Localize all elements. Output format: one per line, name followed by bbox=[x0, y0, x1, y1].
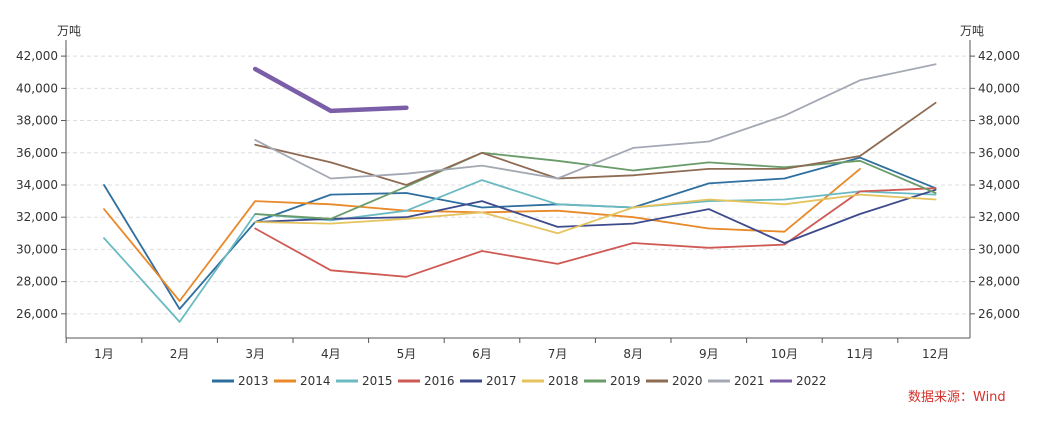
y-tick-label-right: 32,000 bbox=[978, 210, 1020, 224]
x-tick-label: 8月 bbox=[623, 347, 643, 361]
series-2021 bbox=[254, 63, 937, 180]
series-line bbox=[254, 187, 937, 278]
legend-item-2018[interactable]: 2018 bbox=[522, 374, 579, 388]
legend-label: 2015 bbox=[362, 374, 393, 388]
series-2020 bbox=[254, 101, 937, 186]
series-2017 bbox=[254, 188, 937, 244]
tick-labels: 26,000 26,000 28,000 28,000 30,000 30,000 32,0… bbox=[16, 49, 1020, 361]
y-tick-label-left: 34,000 bbox=[16, 178, 58, 192]
series-line bbox=[254, 101, 937, 186]
y-unit-left: 万吨 bbox=[57, 24, 81, 38]
legend: 2013 2014 2015 2016 2017 2018 2019 2020 2021 2022 bbox=[212, 374, 827, 388]
y-tick-label-right: 36,000 bbox=[978, 146, 1020, 160]
legend-label: 2018 bbox=[548, 374, 579, 388]
y-tick-label-right: 30,000 bbox=[978, 242, 1020, 256]
series-lines bbox=[103, 63, 937, 323]
legend-label: 2021 bbox=[734, 374, 765, 388]
legend-label: 2019 bbox=[610, 374, 641, 388]
y-tick-label-right: 34,000 bbox=[978, 178, 1020, 192]
y-tick-label-left: 26,000 bbox=[16, 307, 58, 321]
series-2013 bbox=[103, 156, 937, 310]
y-tick-label-left: 36,000 bbox=[16, 146, 58, 160]
series-line bbox=[254, 193, 937, 235]
x-tick-label: 4月 bbox=[321, 347, 341, 361]
legend-label: 2022 bbox=[796, 374, 827, 388]
series-2018 bbox=[254, 193, 937, 235]
legend-item-2019[interactable]: 2019 bbox=[584, 374, 641, 388]
y-tick-label-right: 26,000 bbox=[978, 307, 1020, 321]
legend-item-2021[interactable]: 2021 bbox=[708, 374, 765, 388]
legend-label: 2014 bbox=[300, 374, 331, 388]
x-tick-label: 9月 bbox=[699, 347, 719, 361]
x-tick-label: 11月 bbox=[846, 347, 873, 361]
y-tick-label-left: 38,000 bbox=[16, 114, 58, 128]
series-2015 bbox=[103, 179, 937, 323]
y-tick-label-right: 40,000 bbox=[978, 81, 1020, 95]
y-tick-label-right: 38,000 bbox=[978, 114, 1020, 128]
legend-item-2020[interactable]: 2020 bbox=[646, 374, 703, 388]
series-line bbox=[103, 179, 937, 323]
y-tick-label-left: 28,000 bbox=[16, 275, 58, 289]
y-tick-label-right: 42,000 bbox=[978, 49, 1020, 63]
series-line bbox=[254, 151, 937, 220]
y-tick-label-left: 32,000 bbox=[16, 210, 58, 224]
legend-label: 2013 bbox=[238, 374, 269, 388]
x-tick-label: 3月 bbox=[245, 347, 265, 361]
series-line bbox=[254, 63, 937, 180]
legend-item-2017[interactable]: 2017 bbox=[460, 374, 517, 388]
x-tick-label: 5月 bbox=[397, 347, 417, 361]
legend-label: 2016 bbox=[424, 374, 455, 388]
legend-item-2015[interactable]: 2015 bbox=[336, 374, 393, 388]
legend-label: 2020 bbox=[672, 374, 703, 388]
y-unit-right: 万吨 bbox=[960, 24, 984, 38]
x-tick-label: 10月 bbox=[771, 347, 798, 361]
series-2019 bbox=[254, 151, 937, 220]
data-source: 数据来源：Wind bbox=[908, 390, 1006, 405]
y-tick-label-left: 40,000 bbox=[16, 81, 58, 95]
y-tick-label-left: 42,000 bbox=[16, 49, 58, 63]
x-tick-label: 12月 bbox=[922, 347, 949, 361]
series-2016 bbox=[254, 187, 937, 278]
x-tick-label: 7月 bbox=[548, 347, 568, 361]
series-line bbox=[103, 156, 937, 310]
legend-label: 2017 bbox=[486, 374, 517, 388]
series-line bbox=[254, 188, 937, 244]
legend-item-2014[interactable]: 2014 bbox=[274, 374, 331, 388]
x-tick-label: 1月 bbox=[94, 347, 114, 361]
y-tick-label-right: 28,000 bbox=[978, 275, 1020, 289]
gridlines bbox=[66, 55, 970, 315]
legend-item-2013[interactable]: 2013 bbox=[212, 374, 269, 388]
legend-item-2016[interactable]: 2016 bbox=[398, 374, 455, 388]
series-line bbox=[252, 66, 409, 114]
y-tick-label-left: 30,000 bbox=[16, 242, 58, 256]
axes bbox=[61, 40, 975, 343]
x-tick-label: 2月 bbox=[170, 347, 190, 361]
x-tick-label: 6月 bbox=[472, 347, 492, 361]
legend-item-2022[interactable]: 2022 bbox=[770, 374, 827, 388]
series-2022 bbox=[252, 66, 409, 114]
